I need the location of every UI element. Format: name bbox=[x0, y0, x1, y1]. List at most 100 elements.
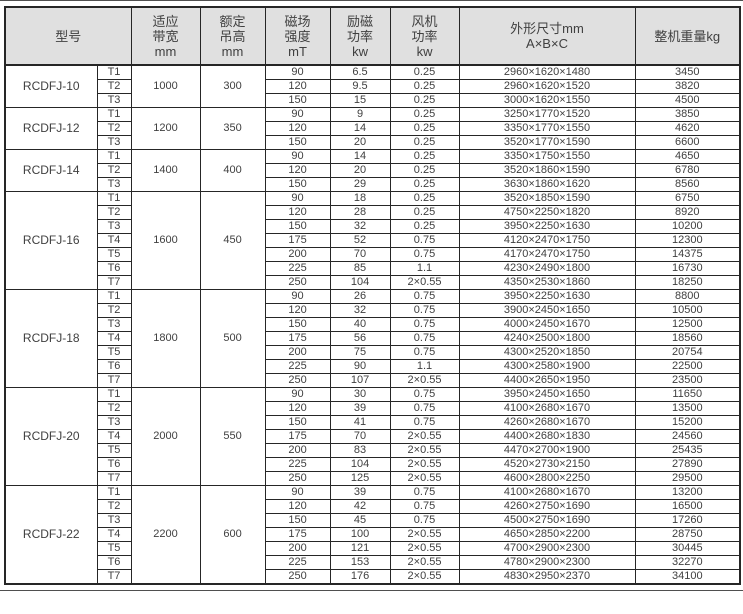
excitation-power-cell: 121 bbox=[329, 541, 391, 556]
field-strength-cell: 200 bbox=[264, 443, 331, 458]
fan-power-cell: 0.25 bbox=[389, 121, 460, 136]
variant-cell: T4 bbox=[96, 233, 132, 248]
field-strength-cell: 200 bbox=[264, 247, 331, 262]
field-strength-cell: 90 bbox=[264, 387, 331, 402]
table-row: RCDFJ-20 T1 2000 550 90 30 0.75 3950×2450×1650 1… bbox=[4, 387, 741, 486]
field-strength-cell: 120 bbox=[264, 205, 331, 220]
excitation-power-cell: 125 bbox=[329, 471, 391, 486]
variant-cell: T2 bbox=[96, 163, 132, 178]
fan-power-cell: 2×0.55 bbox=[389, 429, 460, 444]
dimensions-cell: 3950×2450×1650 bbox=[458, 387, 636, 402]
header-weight: 整机重量kg bbox=[634, 6, 741, 66]
variant-cell: T3 bbox=[96, 513, 132, 528]
bandwidth-cell: 1800 bbox=[130, 289, 201, 388]
field-strength-cell: 225 bbox=[264, 261, 331, 276]
bandwidth-cell: 2000 bbox=[130, 387, 201, 486]
fan-power-cell: 1.1 bbox=[389, 261, 460, 276]
table-row: T5 200 121 2×0.55 4700×2900×2300 30445 bbox=[5, 541, 741, 556]
table-row: T2 120 20 0.25 3520×1860×1590 6780 bbox=[5, 163, 741, 178]
weight-cell: 34100 bbox=[634, 569, 741, 585]
dimensions-cell: 2960×1620×1520 bbox=[458, 79, 636, 94]
dimensions-cell: 4500×2750×1690 bbox=[458, 513, 636, 528]
table-row: T2 120 28 0.25 4750×2250×1820 8920 bbox=[5, 205, 741, 220]
excitation-power-cell: 39 bbox=[329, 485, 391, 500]
weight-cell: 3850 bbox=[634, 107, 741, 122]
header-lift-height: 额定 吊高 mm bbox=[199, 6, 266, 66]
table-row: T4 175 70 2×0.55 4400×2680×1830 24560 bbox=[5, 429, 741, 444]
fan-power-cell: 0.25 bbox=[389, 163, 460, 178]
table-row: T5 200 70 0.75 4170×2470×1750 14375 bbox=[5, 247, 741, 262]
lift-height-cell: 350 bbox=[199, 107, 266, 150]
weight-cell: 6780 bbox=[634, 163, 741, 178]
header-fan-power: 风机 功率 kw bbox=[389, 6, 460, 66]
variant-cell: T2 bbox=[96, 205, 132, 220]
dimensions-cell: 4300×2520×1850 bbox=[458, 345, 636, 360]
dimensions-cell: 3000×1620×1550 bbox=[458, 93, 636, 108]
bandwidth-cell: 1600 bbox=[130, 191, 201, 290]
excitation-power-cell: 6.5 bbox=[329, 64, 391, 80]
field-strength-cell: 225 bbox=[264, 359, 331, 374]
variant-cell: T7 bbox=[96, 569, 132, 585]
dimensions-cell: 4400×2650×1950 bbox=[458, 373, 636, 388]
weight-cell: 18560 bbox=[634, 331, 741, 346]
variant-cell: T1 bbox=[96, 107, 132, 122]
weight-cell: 12500 bbox=[634, 317, 741, 332]
dimensions-cell: 3950×2250×1630 bbox=[458, 289, 636, 304]
excitation-power-cell: 14 bbox=[329, 149, 391, 164]
excitation-power-cell: 20 bbox=[329, 135, 391, 150]
dimensions-cell: 4350×2530×1860 bbox=[458, 275, 636, 290]
fan-power-cell: 0.75 bbox=[389, 303, 460, 318]
table-row: T3 150 32 0.25 3950×2250×1630 10200 bbox=[5, 219, 741, 234]
weight-cell: 17260 bbox=[634, 513, 741, 528]
table-row: T7 250 107 2×0.55 4400×2650×1950 23500 bbox=[5, 373, 741, 388]
dimensions-cell: 3520×1770×1590 bbox=[458, 135, 636, 150]
dimensions-cell: 4300×2580×1900 bbox=[458, 359, 636, 374]
header-dimensions: 外形尺寸mm A×B×C bbox=[458, 6, 636, 66]
model-cell: RCDFJ-14 bbox=[4, 149, 98, 192]
bandwidth-cell: 1000 bbox=[130, 64, 201, 108]
excitation-power-cell: 70 bbox=[329, 429, 391, 444]
fan-power-cell: 0.75 bbox=[389, 289, 460, 304]
table-row: T6 225 90 1.1 4300×2580×1900 22500 bbox=[5, 359, 741, 374]
weight-cell: 16500 bbox=[634, 499, 741, 514]
fan-power-cell: 0.25 bbox=[389, 93, 460, 108]
variant-cell: T3 bbox=[96, 93, 132, 108]
weight-cell: 4650 bbox=[634, 149, 741, 164]
field-strength-cell: 150 bbox=[264, 177, 331, 192]
table-row: T2 120 9.5 0.25 2960×1620×1520 3820 bbox=[5, 79, 741, 94]
fan-power-cell: 0.75 bbox=[389, 415, 460, 430]
variant-cell: T3 bbox=[96, 317, 132, 332]
table-row: T3 150 20 0.25 3520×1770×1590 6600 bbox=[5, 135, 741, 150]
table-row: T6 225 153 2×0.55 4780×2900×2300 32270 bbox=[5, 555, 741, 570]
excitation-power-cell: 56 bbox=[329, 331, 391, 346]
variant-cell: T1 bbox=[96, 387, 132, 402]
lift-height-cell: 550 bbox=[199, 387, 266, 486]
dimensions-cell: 4470×2700×1900 bbox=[458, 443, 636, 458]
excitation-power-cell: 40 bbox=[329, 317, 391, 332]
excitation-power-cell: 18 bbox=[329, 191, 391, 206]
variant-cell: T7 bbox=[96, 373, 132, 388]
weight-cell: 4500 bbox=[634, 93, 741, 108]
dimensions-cell: 3900×2450×1650 bbox=[458, 303, 636, 318]
variant-cell: T3 bbox=[96, 177, 132, 192]
dimensions-cell: 4100×2680×1670 bbox=[458, 485, 636, 500]
weight-cell: 3820 bbox=[634, 79, 741, 94]
field-strength-cell: 150 bbox=[264, 219, 331, 234]
table-row: T2 120 42 0.75 4260×2750×1690 16500 bbox=[5, 499, 741, 514]
variant-cell: T7 bbox=[96, 275, 132, 290]
table-row: T7 250 125 2×0.55 4600×2800×2250 29500 bbox=[5, 471, 741, 486]
bandwidth-cell: 1200 bbox=[130, 107, 201, 150]
table-row: T3 150 45 0.75 4500×2750×1690 17260 bbox=[5, 513, 741, 528]
weight-cell: 6600 bbox=[634, 135, 741, 150]
table-body: RCDFJ-10 T1 1000 300 90 6.5 0.25 2960×1620×1480… bbox=[4, 64, 741, 585]
dimensions-cell: 4520×2730×2150 bbox=[458, 457, 636, 472]
field-strength-cell: 250 bbox=[264, 471, 331, 486]
field-strength-cell: 175 bbox=[264, 233, 331, 248]
top-divider bbox=[0, 0, 743, 1]
excitation-power-cell: 83 bbox=[329, 443, 391, 458]
fan-power-cell: 0.25 bbox=[389, 107, 460, 122]
weight-cell: 13200 bbox=[634, 485, 741, 500]
table-row: T2 120 14 0.25 3350×1770×1550 4620 bbox=[5, 121, 741, 136]
field-strength-cell: 120 bbox=[264, 401, 331, 416]
variant-cell: T6 bbox=[96, 359, 132, 374]
